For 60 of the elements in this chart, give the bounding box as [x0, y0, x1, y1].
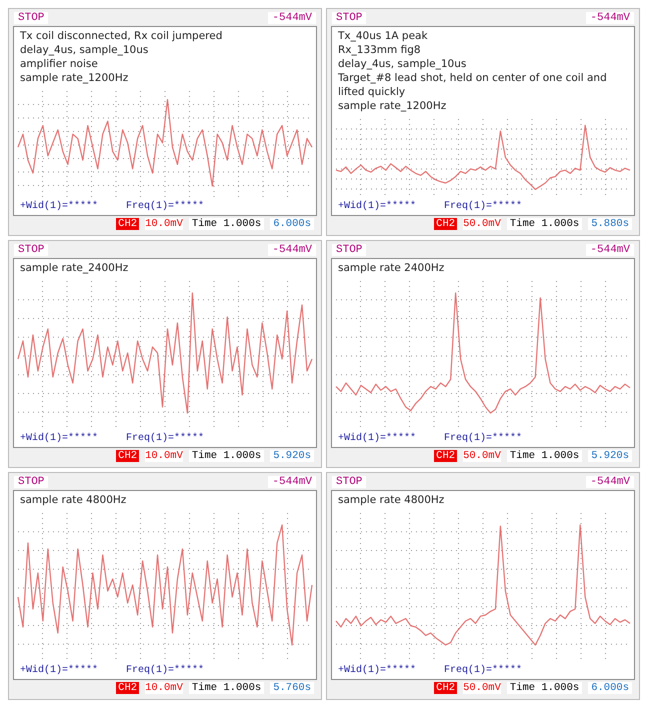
text: +Wid(1)=*****: [20, 201, 98, 214]
text: STOP: [14, 244, 48, 256]
text: 50.0mV: [463, 218, 501, 230]
text: -544mV: [268, 244, 316, 256]
text: Time 1.000s: [188, 218, 264, 230]
text: STOP: [332, 12, 366, 24]
text: +Wid(1)=*****: [338, 665, 416, 678]
text: Time 1.000s: [506, 682, 582, 694]
text: 5.920s: [588, 450, 632, 462]
text: Rx_133mm fig8: [338, 43, 422, 57]
text: Tx_40us 1A peak: [338, 29, 429, 43]
text: delay_4us, sample_10us: [20, 43, 150, 57]
text: Freq(1)=*****: [126, 665, 204, 678]
text: 5.760s: [270, 682, 314, 694]
text: 50.0mV: [463, 450, 501, 462]
text: Time 1.000s: [188, 450, 264, 462]
text: Time 1.000s: [188, 682, 264, 694]
text: STOP: [14, 476, 48, 488]
text: CH2: [434, 218, 458, 230]
text: sample rate_1200Hz: [20, 71, 130, 85]
text: Freq(1)=*****: [126, 433, 204, 446]
text: 6.000s: [270, 218, 314, 230]
text: 50.0mV: [463, 682, 501, 694]
text: CH2: [434, 682, 458, 694]
text: +Wid(1)=*****: [20, 665, 98, 678]
text: 10.0mV: [145, 682, 183, 694]
text: 10.0mV: [145, 450, 183, 462]
text: STOP: [332, 244, 366, 256]
text: STOP: [14, 12, 48, 24]
text: sample rate_2400Hz: [20, 261, 130, 275]
text: -544mV: [268, 12, 316, 24]
text: +Wid(1)=*****: [338, 433, 416, 446]
text: 6.000s: [588, 682, 632, 694]
text: +Wid(1)=*****: [20, 433, 98, 446]
text: sample rate_1200Hz: [338, 99, 448, 113]
text: Freq(1)=*****: [126, 201, 204, 214]
text: Time 1.000s: [506, 218, 582, 230]
text: -544mV: [268, 476, 316, 488]
text: CH2: [116, 450, 140, 462]
text: sample rate 4800Hz: [20, 493, 128, 507]
text: 5.920s: [270, 450, 314, 462]
text: sample rate 4800Hz: [338, 493, 446, 507]
text: 10.0mV: [145, 218, 183, 230]
text: -544mV: [586, 244, 634, 256]
text: Freq(1)=*****: [444, 665, 522, 678]
text: Time 1.000s: [506, 450, 582, 462]
text: CH2: [116, 682, 140, 694]
text: delay_4us, sample_10us: [338, 57, 468, 71]
text: Tx coil disconnected, Rx coil jumpered: [20, 29, 224, 43]
text: CH2: [116, 218, 140, 230]
text: 5.880s: [588, 218, 632, 230]
text: -544mV: [586, 12, 634, 24]
text: sample rate 2400Hz: [338, 261, 446, 275]
text: CH2: [434, 450, 458, 462]
text: +Wid(1)=*****: [338, 201, 416, 214]
text: -544mV: [586, 476, 634, 488]
text: amplifier noise: [20, 57, 99, 71]
text: Freq(1)=*****: [444, 201, 522, 214]
text: Freq(1)=*****: [444, 433, 522, 446]
text: STOP: [332, 476, 366, 488]
